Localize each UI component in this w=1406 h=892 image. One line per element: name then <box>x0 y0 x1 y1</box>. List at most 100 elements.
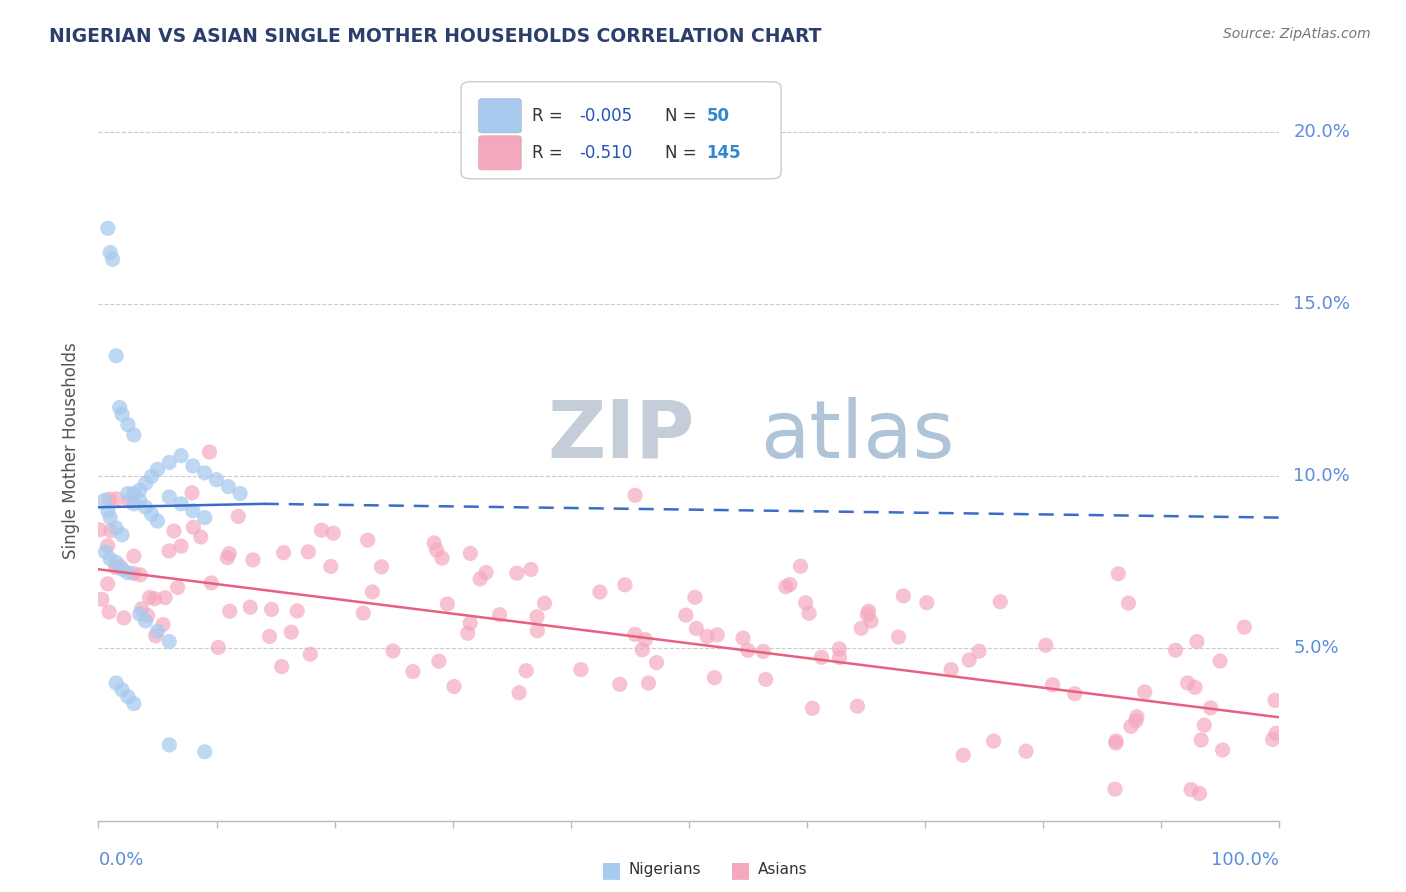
Point <box>488 607 510 622</box>
Point <box>939 663 962 677</box>
Text: 0.0%: 0.0% <box>98 851 143 869</box>
Point <box>128 607 150 621</box>
Point <box>128 493 150 508</box>
Point <box>118 494 141 508</box>
Point <box>983 734 1005 748</box>
Point <box>423 536 446 550</box>
Point <box>242 553 264 567</box>
Point <box>526 609 548 624</box>
Point <box>98 552 121 566</box>
Point <box>285 604 308 618</box>
Point <box>1212 743 1234 757</box>
Point <box>146 462 169 476</box>
Point <box>696 630 718 644</box>
Text: R =: R = <box>531 107 568 125</box>
Point <box>217 550 239 565</box>
Point <box>229 486 252 500</box>
Point <box>952 748 974 763</box>
Point <box>218 547 240 561</box>
Point <box>1177 676 1199 690</box>
Point <box>775 580 797 594</box>
Text: atlas: atlas <box>759 397 955 475</box>
Point <box>111 562 134 576</box>
Point <box>797 607 820 621</box>
Point <box>90 592 112 607</box>
Point <box>117 417 139 432</box>
Point <box>1264 693 1286 707</box>
Point <box>259 630 281 644</box>
Point <box>755 673 778 687</box>
Text: 20.0%: 20.0% <box>1294 123 1350 141</box>
Point <box>352 606 374 620</box>
Point <box>1233 620 1256 634</box>
Point <box>105 676 128 690</box>
Point <box>1185 634 1208 648</box>
Point <box>311 523 333 537</box>
Point <box>146 514 169 528</box>
Text: 145: 145 <box>707 144 741 161</box>
Point <box>515 664 537 678</box>
Point <box>685 622 707 636</box>
Text: R =: R = <box>531 144 574 161</box>
Point <box>1265 726 1288 740</box>
Point <box>779 577 801 591</box>
Point <box>634 632 657 647</box>
Point <box>128 483 150 497</box>
Point <box>915 596 938 610</box>
Text: ■: ■ <box>731 860 751 880</box>
Point <box>108 401 131 415</box>
Point <box>100 524 122 538</box>
Point <box>860 614 883 628</box>
Point <box>181 486 204 500</box>
Point <box>1261 732 1284 747</box>
Point <box>97 221 120 235</box>
Point <box>260 602 283 616</box>
Point <box>111 682 134 697</box>
Point <box>794 596 817 610</box>
Point <box>645 656 668 670</box>
Point <box>858 604 880 618</box>
Point <box>157 738 180 752</box>
Point <box>851 621 873 635</box>
Text: NIGERIAN VS ASIAN SINGLE MOTHER HOUSEHOLDS CORRELATION CHART: NIGERIAN VS ASIAN SINGLE MOTHER HOUSEHOL… <box>49 27 821 45</box>
Point <box>157 490 180 504</box>
Point <box>170 449 193 463</box>
Point <box>145 629 167 643</box>
Point <box>157 456 180 470</box>
Point <box>280 625 302 640</box>
Point <box>200 576 222 591</box>
Point <box>299 647 322 661</box>
Point <box>526 624 548 638</box>
Point <box>1104 782 1126 797</box>
Point <box>104 560 127 574</box>
Point <box>111 528 134 542</box>
Point <box>1184 680 1206 694</box>
Point <box>1063 687 1085 701</box>
Point <box>131 601 153 615</box>
Point <box>170 539 193 553</box>
Point <box>683 591 706 605</box>
Point <box>117 690 139 704</box>
Point <box>370 559 392 574</box>
Point <box>801 701 824 715</box>
Point <box>609 677 631 691</box>
Point <box>105 521 128 535</box>
Point <box>460 546 482 560</box>
Point <box>157 544 180 558</box>
Point <box>1126 710 1149 724</box>
Point <box>194 510 217 524</box>
FancyBboxPatch shape <box>461 82 782 178</box>
Point <box>322 526 344 541</box>
Point <box>297 545 319 559</box>
Point <box>1133 685 1156 699</box>
Point <box>98 605 121 619</box>
Point <box>135 614 157 628</box>
Point <box>967 644 990 658</box>
Point <box>752 644 775 658</box>
Point <box>1209 654 1232 668</box>
Point <box>887 630 910 644</box>
Point <box>457 626 479 640</box>
Text: Source: ZipAtlas.com: Source: ZipAtlas.com <box>1223 27 1371 41</box>
Point <box>97 576 120 591</box>
Point <box>239 600 262 615</box>
